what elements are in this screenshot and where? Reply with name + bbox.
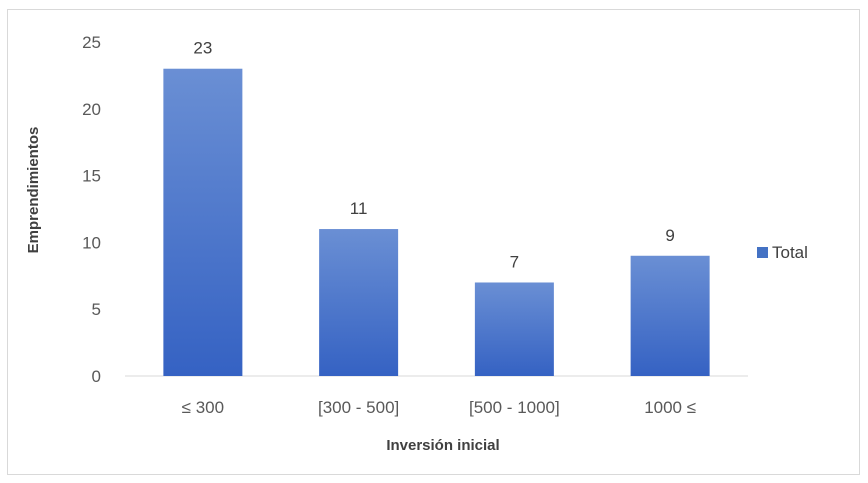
legend-swatch (757, 247, 768, 258)
y-tick-label: 25 (82, 33, 101, 52)
data-label: 9 (665, 226, 674, 245)
x-axis-title: Inversión inicial (386, 437, 499, 454)
y-tick-label: 10 (82, 233, 101, 252)
bar (319, 229, 399, 376)
x-tick-label: ≤ 300 (182, 398, 224, 417)
legend-label: Total (772, 243, 808, 262)
x-tick-label: [300 - 500] (318, 398, 399, 417)
y-axis-ticks: 0 5 10 15 20 25 (82, 33, 101, 386)
y-axis-title: Emprendimientos (25, 127, 42, 254)
x-tick-label: [500 - 1000] (469, 398, 560, 417)
legend: Total (757, 243, 808, 262)
chart-frame (7, 9, 860, 475)
bar (630, 255, 710, 376)
y-tick-label: 20 (82, 100, 101, 119)
x-axis-ticks: ≤ 300 [300 - 500] [500 - 1000] 1000 ≤ (182, 398, 696, 417)
data-label: 23 (193, 39, 212, 58)
bar (163, 68, 243, 376)
x-tick-label: 1000 ≤ (644, 398, 696, 417)
data-label: 11 (350, 199, 368, 218)
data-label: 7 (510, 252, 519, 271)
bar (474, 282, 554, 376)
bars: 23 11 7 9 (163, 39, 710, 376)
y-tick-label: 0 (92, 367, 101, 386)
y-tick-label: 15 (82, 167, 101, 186)
y-tick-label: 5 (92, 300, 101, 319)
